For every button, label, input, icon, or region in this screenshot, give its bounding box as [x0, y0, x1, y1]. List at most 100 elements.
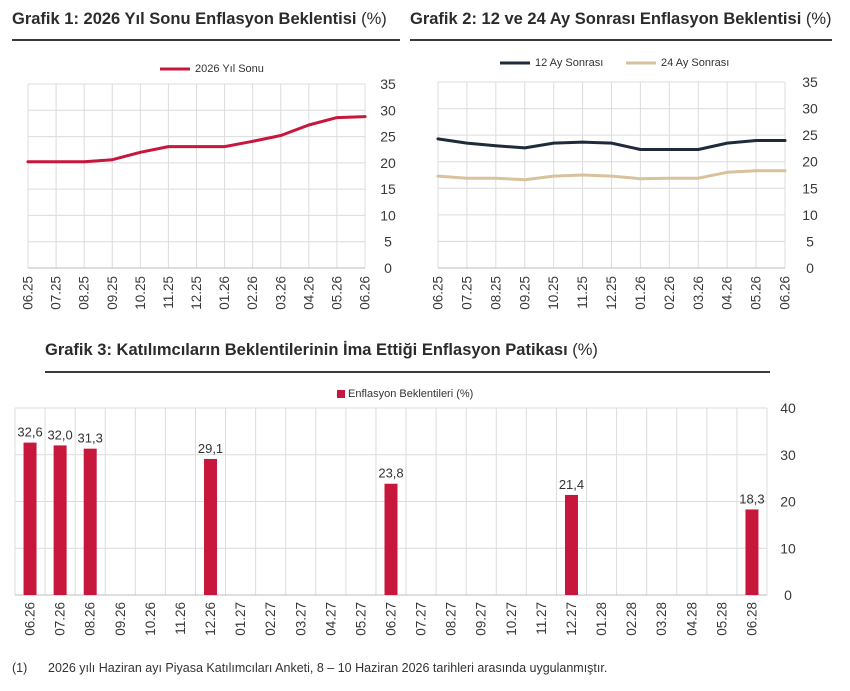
chart-3-grid [14, 407, 768, 596]
chart-1-xtick-label: 12.25 [189, 276, 204, 310]
chart-1-ytick-label: 10 [380, 207, 396, 223]
chart-2-xtick-label: 09.25 [517, 276, 532, 310]
chart-1-series-1-point [167, 145, 170, 149]
chart-1-ytick-label: 25 [380, 129, 396, 145]
chart-3-xtick-label: 05.28 [714, 602, 729, 636]
chart-2-xtick-label: 05.26 [749, 276, 764, 310]
chart-2-series-2-point [436, 174, 440, 178]
chart-2-ytick-label: 15 [802, 180, 818, 196]
chart-2-ytick-label: 0 [806, 260, 814, 276]
chart-2-xtick-label: 04.26 [720, 276, 735, 310]
chart-2-title: Grafik 2: 12 ve 24 Ay Sonrası Enflasyon … [410, 8, 832, 30]
chart-2-xtick-label: 06.26 [778, 276, 793, 310]
chart-2-ytick-label: 35 [802, 74, 818, 90]
chart-3-data-label: 21,4 [559, 477, 584, 492]
chart-2-series-1-legend-label: 12 Ay Sonrası [535, 57, 603, 69]
chart-3-xtick-label: 10.27 [504, 602, 519, 636]
chart-3-xtick-label: 04.28 [684, 602, 699, 636]
chart-1-xtick-label: 06.26 [358, 276, 373, 310]
chart-1-ytick-label: 35 [380, 76, 396, 92]
chart-1-series-1-point [307, 123, 311, 127]
chart-1-series-1-point [26, 160, 30, 164]
footnote: (1) 2026 yılı Haziran ayı Piyasa Katılım… [12, 660, 832, 676]
chart-1-xtick-label: 08.25 [77, 276, 92, 310]
chart-2-plot: 0 5 10 15 20 25 30 35 06.25 07.25 08.25 09.25 10.25 1… [431, 57, 818, 310]
chart-1-ytick-label: 15 [380, 181, 396, 197]
chart-2-series-2-point [754, 169, 758, 173]
chart-1-title-text: Grafik 1: 2026 Yıl Sonu Enflasyon Beklen… [12, 10, 357, 28]
chart-3-xtick-label: 09.26 [113, 602, 128, 636]
chart-1-series-1-point [138, 150, 142, 154]
chart-3-xtick-label: 08.26 [83, 602, 98, 636]
chart-2-series-2-point [639, 177, 642, 181]
chart-1-series-1-legend-label: 2026 Yıl Sonu [195, 63, 264, 75]
chart-2-series-1-point [581, 140, 584, 144]
chart-2-xtick-label: 08.25 [488, 276, 503, 310]
chart-2-series-1-point [465, 141, 469, 145]
chart-1-series-1-point [54, 160, 58, 164]
chart-3-xtick-label: 09.27 [474, 602, 489, 636]
chart-2-xtick-label: 02.26 [662, 276, 677, 310]
chart-1-xtick-label: 02.26 [245, 276, 260, 310]
chart-3-xtick-label: 05.27 [353, 602, 368, 636]
chart-1-grid [27, 83, 366, 269]
chart-1-ytick-label: 30 [380, 102, 396, 118]
chart-2-series-2-point [523, 178, 527, 182]
chart-2-series-2-point [696, 176, 700, 180]
chart-2-ytick-label: 5 [806, 233, 814, 249]
chart-3-xtick-label: 06.26 [23, 602, 38, 636]
chart-3-xtick-label: 03.27 [293, 602, 308, 636]
chart-1-series-1-point [363, 115, 367, 118]
chart-2-xtick-label: 06.25 [431, 276, 446, 310]
chart-3-ytick-label: 0 [784, 587, 792, 603]
chart-2-series-1-point [754, 139, 758, 142]
chart-1-series-1-point [335, 116, 339, 119]
chart-1-xtick-label: 01.26 [217, 276, 232, 310]
chart-2-series-1-point [639, 148, 642, 151]
chart-1-xtick-label: 09.25 [105, 276, 120, 310]
chart-3-xtick-label: 01.27 [233, 602, 248, 636]
chart-3-ytick-label: 40 [780, 400, 796, 416]
chart-1-series-1-point [223, 145, 227, 149]
chart-3-plot: 0 10 20 30 40 06.26 07.26 08.26 09.26 10.26 11.26 1… [14, 388, 796, 636]
chart-3-bar [23, 442, 37, 595]
chart-1-xtick-label: 03.26 [273, 276, 288, 310]
chart-1-series-1-point [279, 134, 283, 137]
chart-1-title: Grafik 1: 2026 Yıl Sonu Enflasyon Beklen… [12, 8, 387, 30]
chart-2-xtick-label: 01.26 [633, 276, 648, 310]
chart-3-bar [83, 448, 97, 595]
footnote-text: 2026 yılı Haziran ayı Piyasa Katılımcıla… [48, 661, 608, 675]
chart-3-ytick-label: 20 [780, 494, 796, 510]
chart-3-xtick-label: 11.27 [534, 602, 549, 635]
chart-3-data-label: 32,0 [47, 427, 72, 442]
chart-3-bar [204, 458, 218, 595]
chart-2-title-text: Grafik 2: 12 ve 24 Ay Sonrası Enflasyon … [410, 10, 802, 28]
chart-2-series-2-point [494, 176, 498, 180]
chart-1-series-1-point [110, 158, 114, 162]
chart-3-data-label: 23,8 [378, 466, 403, 481]
chart-2-xtick-label: 10.25 [546, 276, 561, 310]
chart-2-series-1-point [783, 139, 787, 142]
chart-2-xtick-label: 11.25 [575, 276, 590, 309]
chart-3-xtick-label: 07.27 [414, 602, 429, 636]
chart-2-series-1-point [494, 144, 498, 148]
chart-2-series-1-point [696, 148, 700, 151]
chart-3-title-rule [45, 371, 770, 373]
chart-3-data-label: 18,3 [739, 491, 764, 506]
chart-2-ytick-label: 10 [802, 207, 818, 223]
chart-3-xtick-label: 10.26 [143, 602, 158, 636]
chart-2-series-2-point [783, 169, 787, 173]
chart-3-bar [384, 483, 398, 595]
chart-2-title-unit: (%) [805, 10, 832, 28]
chart-3-bar [53, 445, 67, 595]
chart-1-series-1-point [195, 145, 198, 149]
chart-3-data-label: 32,6 [17, 425, 42, 440]
chart-2-series-2-point [725, 170, 729, 174]
footnote-marker: (1) [12, 661, 28, 675]
chart-3-xtick-label: 12.26 [203, 602, 218, 636]
chart-3-xtick-label: 06.28 [744, 602, 759, 636]
chart-2-series-2-point [465, 176, 469, 180]
chart-3-bar [564, 494, 578, 595]
chart-2-series-2-point [581, 173, 584, 177]
